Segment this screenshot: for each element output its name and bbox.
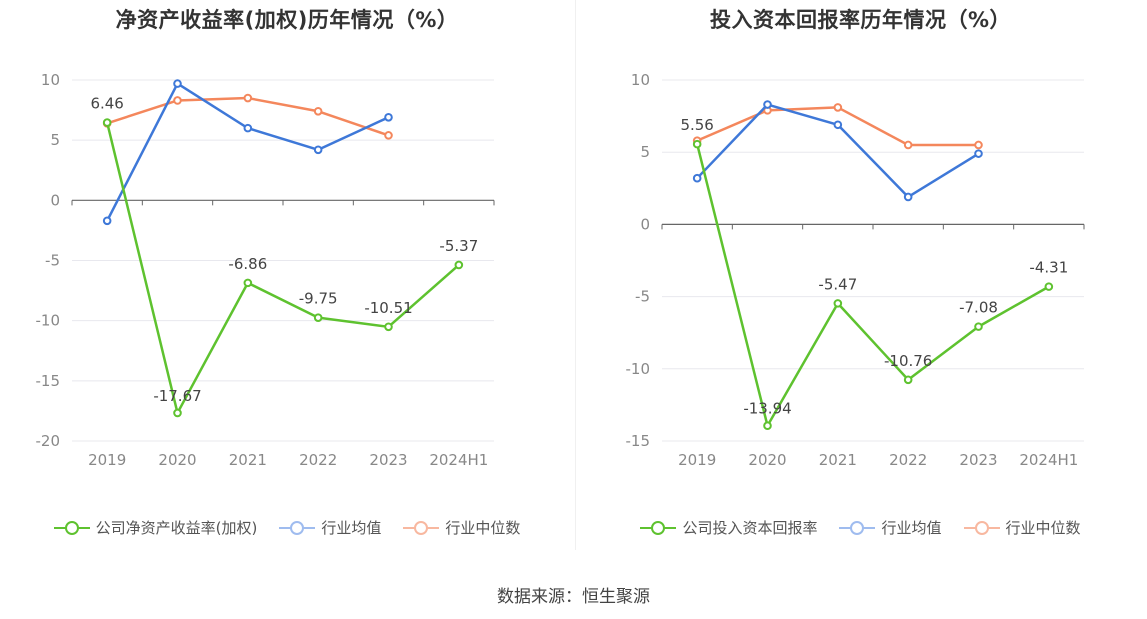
y-tick-label: 5 [640,143,650,161]
legend-item-company[interactable]: 公司投入资本回报率 [640,517,817,538]
data-point-company [102,118,112,127]
x-tick-label: 2019 [88,451,126,469]
chart-panel-roe: 净资产收益率(加权)历年情况（%） 10 5 0 -5 -10 -15 -20 2019 202… [0,0,574,560]
data-source-note: 数据来源：恒生聚源 [497,587,650,607]
data-point-median [243,93,253,103]
roic-line-chart: 10 5 0 -5 -10 -15 2019 2020 2021 2022 2023 2024H1 5.… [626,71,1085,469]
data-label: -6.86 [228,255,267,273]
panel-divider [575,0,576,550]
x-tick-label: 2020 [748,451,786,469]
data-label: -7.08 [959,299,998,317]
data-label: -13.94 [743,400,791,418]
series-line-company [695,143,1050,427]
data-label: -9.75 [299,290,338,308]
x-tick-label: 2024H1 [1019,451,1078,469]
legend-marker-median [963,520,1000,535]
data-point-company [384,322,393,332]
x-tick-label: 2023 [959,451,997,469]
data-point-median [173,96,182,105]
data-label: -4.31 [1029,259,1068,277]
legend-label: 行业中位数 [445,519,521,537]
data-point-company [243,278,253,288]
data-point-avg [243,123,253,133]
y-tick-label: 0 [640,215,650,233]
data-point-company [454,260,464,270]
x-tick-label: 2022 [889,451,927,469]
y-tick-label: -10 [36,312,61,330]
data-point-company [833,299,843,308]
legend-item-industry-median[interactable]: 行业中位数 [963,517,1081,538]
chart-title: 投入资本回报率历年情况（%） [709,8,1012,32]
legend-label: 行业均值 [881,519,942,537]
chart-legend: 公司净资产收益率(加权) 行业均值 行业中位数 [0,517,574,538]
legend-marker-company [53,520,90,535]
y-tick-label: -5 [635,288,650,306]
chart-legend: 公司投入资本回报率 行业均值 行业中位数 [574,517,1147,538]
data-point-company [903,375,913,385]
y-tick-label: 10 [41,71,60,89]
y-tick-label: 5 [50,131,60,149]
series-line-company [105,122,460,415]
data-point-median [384,131,393,140]
data-point-company [974,322,983,331]
legend-item-company[interactable]: 公司净资产收益率(加权) [53,517,258,538]
data-point-avg [692,173,702,183]
y-tick-label: -15 [36,372,61,390]
y-tick-label: -15 [626,432,651,450]
y-tick-label: -20 [36,432,61,450]
y-tick-label: 0 [50,191,60,209]
legend-item-industry-avg[interactable]: 行业均值 [839,517,942,538]
data-point-company [1044,282,1054,291]
y-tick-label: -5 [45,252,60,270]
data-point-company [763,421,772,430]
x-tick-label: 2022 [299,451,337,469]
data-label: -5.47 [818,275,857,293]
data-point-company [313,313,323,322]
x-tick-label: 2021 [819,451,857,469]
data-label: -10.76 [884,352,932,370]
legend-marker-avg [839,520,876,535]
data-label: -10.51 [364,299,412,317]
chart-title: 净资产收益率(加权)历年情况（%） [115,8,459,32]
data-point-avg [763,100,772,109]
legend-label: 公司投入资本回报率 [682,519,818,537]
legend-marker-median [403,520,440,535]
data-point-avg [173,79,182,88]
data-point-median [903,140,913,150]
legend-item-industry-median[interactable]: 行业中位数 [403,517,520,538]
data-point-avg [903,192,913,202]
legend-label: 行业中位数 [1005,519,1081,537]
data-label: 5.56 [680,116,713,134]
data-label: 6.46 [90,95,123,113]
data-point-avg [102,216,112,226]
data-point-median [313,106,323,116]
data-label: -17.67 [153,387,201,405]
data-point-avg [313,145,323,155]
data-point-company [692,139,702,149]
data-point-avg [384,113,393,122]
data-label: -5.37 [439,237,478,255]
y-tick-label: 10 [631,71,650,89]
x-tick-label: 2019 [678,451,716,469]
x-tick-label: 2021 [229,451,267,469]
chart-panel-roic: 投入资本回报率历年情况（%） 10 5 0 -5 -10 -15 2019 2020 2021 2… [574,0,1147,560]
data-point-median [833,103,843,112]
roe-line-chart: 10 5 0 -5 -10 -15 -20 2019 2020 2021 2022 2023 2024H… [36,71,495,469]
data-point-median [974,140,983,150]
legend-label: 公司净资产收益率(加权) [95,519,258,537]
y-tick-label: -10 [626,360,651,378]
x-tick-label: 2023 [369,451,407,469]
series-line-avg [696,103,980,199]
x-tick-label: 2024H1 [429,451,488,469]
legend-marker-avg [279,520,316,535]
data-point-avg [974,149,983,158]
legend-item-industry-avg[interactable]: 行业均值 [279,517,381,538]
legend-marker-company [640,520,677,535]
data-point-avg [833,120,843,130]
legend-label: 行业均值 [321,519,382,537]
data-point-company [173,408,182,418]
x-tick-label: 2020 [158,451,196,469]
